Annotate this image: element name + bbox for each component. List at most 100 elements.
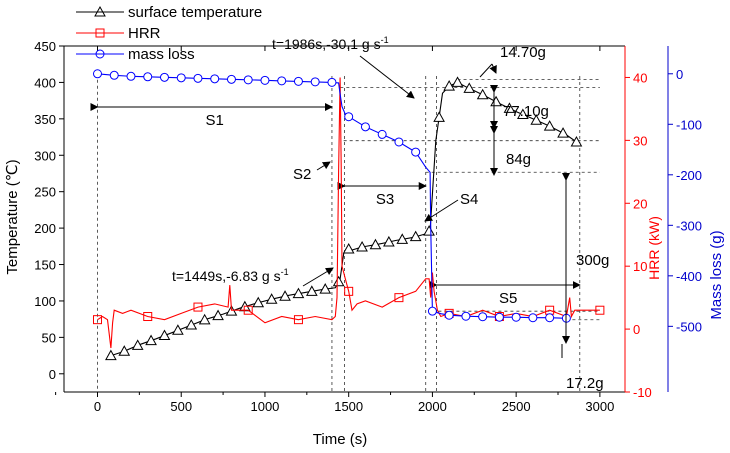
x-tick-label: 0 xyxy=(94,399,101,414)
temperature-point xyxy=(383,235,395,247)
arrow-t1449 xyxy=(302,267,334,287)
temperature-point xyxy=(557,127,569,138)
stage-label: S1 xyxy=(206,112,224,129)
x-axis-title: Time (s) xyxy=(313,431,367,448)
mass-tick-label: -300 xyxy=(676,218,702,233)
mass-tick-label: -200 xyxy=(676,168,702,183)
temperature-point xyxy=(145,334,157,346)
mass-point xyxy=(394,137,404,147)
temperature-point xyxy=(265,293,278,304)
annotation-mass-14-70: 14.70g xyxy=(500,44,546,61)
temperature-point xyxy=(319,283,332,294)
annotation-mass-77-10: 77.10g xyxy=(503,103,549,120)
hrr-tick-label: 30 xyxy=(633,133,647,148)
mass-point xyxy=(126,71,136,81)
temperature-point xyxy=(476,88,489,100)
arrow-mass-14-70 xyxy=(479,63,493,78)
series-line-temperature xyxy=(110,81,581,357)
annotation-mass-17-2: 17.2g xyxy=(566,375,604,392)
annotation-s4: S4 xyxy=(460,191,478,208)
temperature-axis-title: Temperature (℃) xyxy=(4,159,21,274)
legend-triangle-icon xyxy=(94,5,106,17)
mass-point xyxy=(193,73,203,83)
temperature-point xyxy=(490,95,502,107)
hrr-point xyxy=(143,312,153,322)
temperature-point xyxy=(543,120,556,131)
series-line-hrr xyxy=(97,77,600,349)
temperature-point xyxy=(158,329,171,341)
mass-point xyxy=(494,312,504,322)
mass-point xyxy=(344,112,354,122)
x-tick-label: 2500 xyxy=(502,399,531,414)
temperature-point xyxy=(530,114,543,125)
x-tick-label: 2000 xyxy=(418,399,447,414)
legend-label-mass: mass loss xyxy=(128,46,195,63)
temperature-point xyxy=(279,290,291,301)
annotation-s2: S2 xyxy=(293,166,311,183)
mass-point xyxy=(143,72,153,82)
legend-circle-icon xyxy=(95,49,105,59)
temperature-point xyxy=(305,285,318,296)
x-tick-label: 3000 xyxy=(585,399,614,414)
hrr-point xyxy=(92,315,102,325)
hrr-point xyxy=(394,293,404,303)
mass-point xyxy=(511,312,521,322)
mass-point xyxy=(277,76,287,86)
temperature-point xyxy=(198,313,211,325)
temperature-tick-label: 50 xyxy=(42,330,56,345)
arrow-s4 xyxy=(424,199,459,222)
mass-point xyxy=(478,312,488,322)
mass-tick-label: 0 xyxy=(676,67,683,82)
legend-square-icon xyxy=(95,28,105,38)
hrr-point xyxy=(193,302,203,312)
hrr-point xyxy=(293,315,303,325)
annotation-t1449: t=1449s,-6.83 g s-1 xyxy=(172,267,289,284)
mass-point xyxy=(293,76,303,86)
arrow-mass-14-70-up xyxy=(489,63,497,74)
temperature-point xyxy=(516,108,529,119)
temperature-tick-label: 200 xyxy=(34,221,56,236)
temperature-tick-label: 400 xyxy=(34,75,56,90)
x-tick-label: 1500 xyxy=(334,399,363,414)
mass-point xyxy=(327,77,337,87)
mass-point xyxy=(528,313,538,323)
axes: 0 500 1000 1500 2000 2500 30000501001502002503… xyxy=(34,39,702,414)
temperature-point xyxy=(409,230,422,242)
temperature-tick-label: 250 xyxy=(34,185,56,200)
temperature-tick-label: 450 xyxy=(34,39,56,54)
annotation-t1986: t=1986s,-30.1 g s-1 xyxy=(272,35,389,52)
stage-label: S3 xyxy=(376,191,394,208)
temperature-point xyxy=(118,345,131,356)
mass-tick-label: -400 xyxy=(676,269,702,284)
mass-point xyxy=(310,77,320,87)
hrr-point xyxy=(595,305,605,315)
temperature-point xyxy=(356,241,368,252)
legend: surface temperature HRR mass loss xyxy=(76,4,262,63)
mass-point xyxy=(92,69,102,79)
temperature-point xyxy=(212,309,224,321)
temperature-point xyxy=(396,233,409,244)
series-layer xyxy=(92,69,605,361)
temperature-point xyxy=(105,349,117,361)
temperature-point xyxy=(252,296,265,308)
annotations: t=1449s,-6.83 g s-1 t=1986s,-30.1 g s-1 … xyxy=(172,35,609,392)
arrow-t1986 xyxy=(359,55,415,99)
temperature-tick-label: 0 xyxy=(49,367,56,382)
hrr-tick-label: 10 xyxy=(633,259,647,274)
mass-point xyxy=(545,313,555,323)
temperature-point xyxy=(451,76,464,87)
mass-point xyxy=(243,75,253,85)
hrr-axis-title: HRR (kW) xyxy=(646,216,662,280)
temperature-point xyxy=(369,238,382,250)
legend-label-temperature: surface temperature xyxy=(128,4,262,21)
mass-point xyxy=(444,310,454,320)
stage-label: S5 xyxy=(499,290,517,307)
temperature-point xyxy=(172,324,184,335)
temperature-point xyxy=(131,339,144,350)
mass-axis-title: Mass loss (g) xyxy=(708,230,725,319)
mass-point xyxy=(377,129,387,139)
temperature-tick-label: 150 xyxy=(34,258,56,273)
hrr-tick-label: -10 xyxy=(633,385,652,400)
x-tick-label: 1000 xyxy=(250,399,279,414)
